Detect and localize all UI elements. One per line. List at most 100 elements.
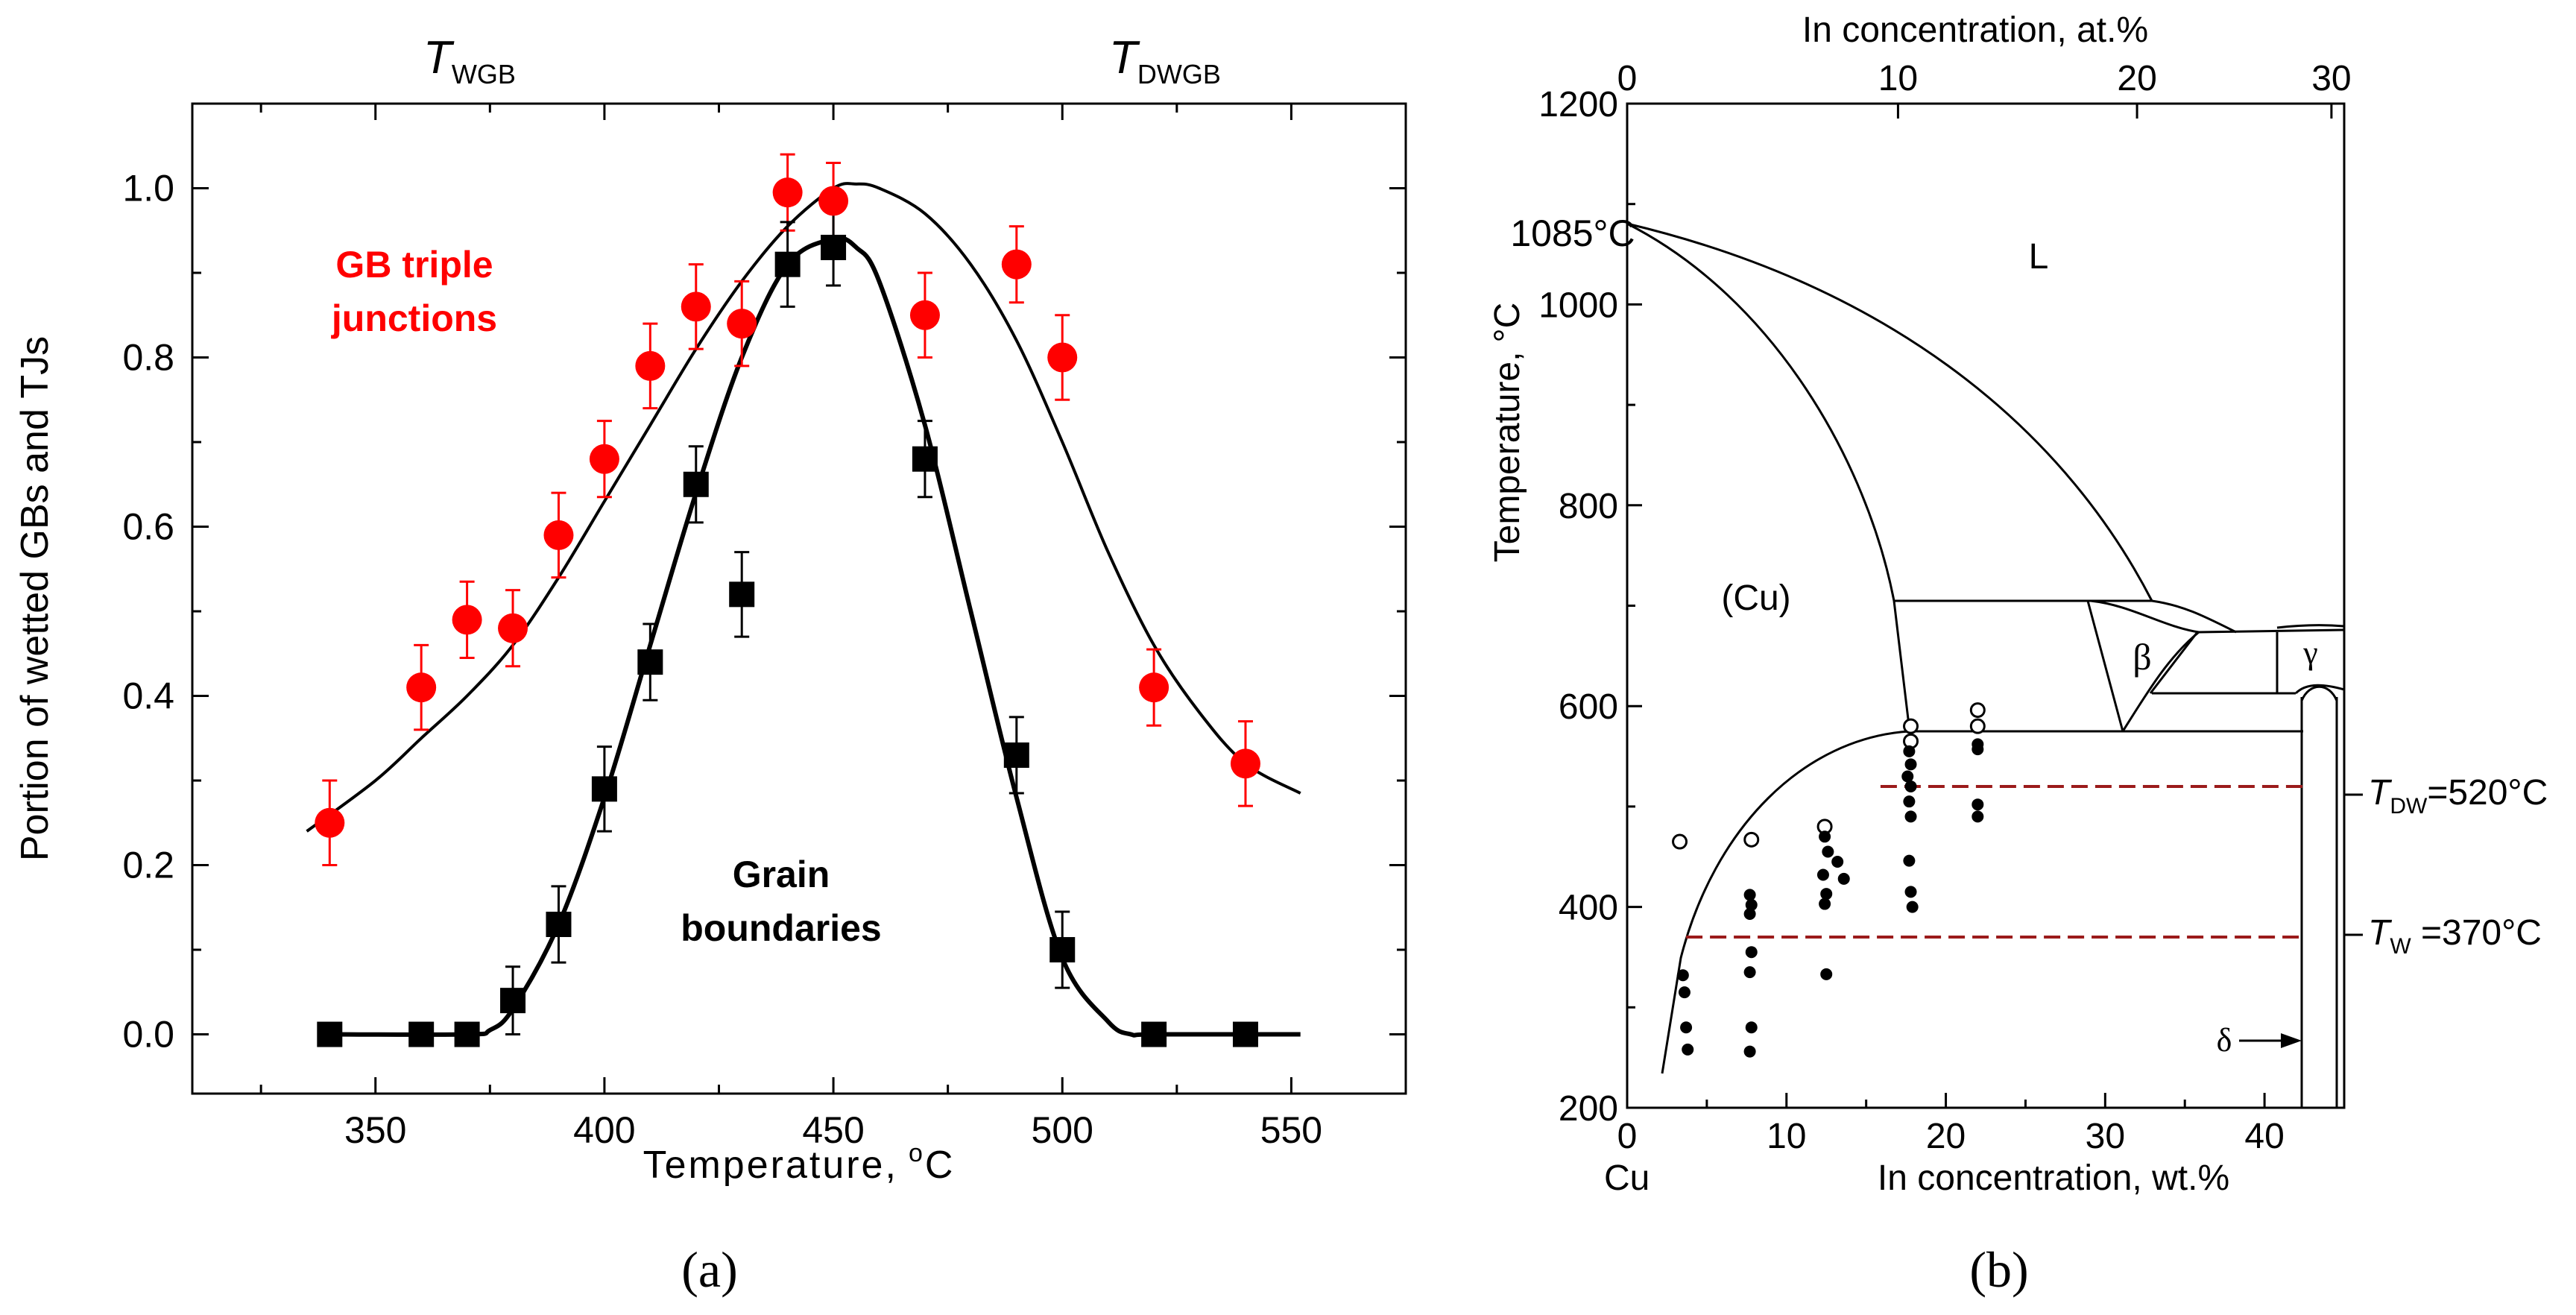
tj-point [635, 350, 666, 381]
b-y-tick-label: 1200 [1538, 85, 1618, 124]
x-tick-label: 400 [573, 1109, 635, 1151]
x-tick-label: 450 [802, 1109, 864, 1151]
panel-b-caption: (b) [1969, 1241, 2028, 1298]
filled-point [1745, 946, 1758, 959]
tw-subscript: W [2390, 934, 2411, 959]
solvus-curve [1661, 730, 1910, 1074]
filled-point [1816, 868, 1829, 881]
panel-b-ticks [1626, 102, 2333, 1109]
b-y-tick-label: 1000 [1538, 286, 1618, 325]
filled-point [1903, 795, 1916, 808]
filled-point [1682, 1043, 1694, 1056]
tj-annotation-line2: junctions [331, 297, 497, 339]
panel-b-reference-lines [1686, 784, 2303, 939]
delta-cap [2300, 685, 2338, 701]
solidus-curve [1626, 222, 1911, 732]
tdw-label: TDW=520°C [2368, 773, 2548, 819]
filled-point [1820, 888, 1833, 901]
panel-b-x-axis-title: In concentration, wt.% [1878, 1158, 2229, 1198]
tj-point [315, 807, 345, 838]
filled-point [1743, 908, 1756, 921]
filled-point [1972, 743, 1984, 756]
tj-point [498, 613, 528, 643]
b-top-tick-label: 10 [1878, 59, 1918, 98]
b-top-tick-label: 20 [2117, 59, 2156, 98]
gb-point [454, 1021, 480, 1047]
gb-point [774, 251, 801, 277]
panel-a-x-axis-title: Temperature, oC [643, 1139, 956, 1187]
filled-point [1904, 810, 1917, 823]
gamma-right [2294, 684, 2345, 695]
b-y-tick-label: 200 [1559, 1089, 1618, 1129]
filled-point [1678, 986, 1690, 999]
panel-a-plot-frame [191, 102, 1407, 1095]
x-tick-label: 550 [1260, 1109, 1322, 1151]
b-x-tick-label: 20 [1926, 1117, 1966, 1156]
panel-a-y-axis-title: Portion of wetted GBs and TJs [13, 336, 57, 861]
gb-point [1141, 1021, 1167, 1047]
gb-point [1232, 1021, 1258, 1047]
twgb-subscript: WGB [452, 59, 516, 89]
open-point [1969, 702, 1986, 719]
liquidus-curve [1626, 222, 2153, 602]
filled-point [1972, 810, 1984, 823]
b-top-tick-label: 30 [2311, 59, 2351, 98]
filled-point [1676, 969, 1689, 982]
b-y-tick-label: 400 [1559, 889, 1618, 928]
panel-a-error-bars [322, 153, 1253, 1036]
cu-label: Cu [1604, 1158, 1650, 1198]
open-point [1672, 833, 1688, 850]
gb-point [912, 446, 938, 472]
open-point [1969, 718, 1986, 734]
tdwgb-label: TDWGB [1109, 32, 1221, 89]
b-y-tick-label: 800 [1559, 487, 1618, 526]
tj-point [543, 520, 574, 550]
tj-point [589, 444, 619, 474]
tj-point [406, 672, 437, 703]
x-tick-label: 500 [1032, 1109, 1093, 1151]
gb-point [637, 649, 663, 675]
open-point [1903, 718, 1919, 734]
y-tick-label: 0.6 [122, 506, 174, 548]
filled-point [1745, 1021, 1758, 1034]
filled-point [1822, 845, 1834, 858]
gb-point [821, 234, 847, 260]
filled-point [1972, 798, 1984, 811]
twgb-label: TWGB [423, 32, 516, 89]
filled-point [1743, 1045, 1756, 1058]
gamma-phase-label: γ [2302, 634, 2317, 671]
filled-point [1903, 745, 1916, 757]
filled-point [1820, 968, 1833, 980]
y-tick-label: 0.2 [122, 845, 174, 886]
tdw-subscript: DW [2390, 794, 2428, 819]
delta-arrow [2239, 1033, 2302, 1048]
x-tick-label: 350 [344, 1109, 406, 1151]
tj-point [727, 309, 757, 339]
tj-point [1001, 249, 1032, 280]
b-x-tick-label: 40 [2244, 1117, 2284, 1156]
y-tick-label: 0.8 [122, 337, 174, 379]
beta-boundary-right [2121, 631, 2200, 732]
filled-point [1745, 898, 1758, 911]
tdwgb-subscript: DWGB [1137, 59, 1221, 89]
gb-annotation-line1: Grain [733, 854, 830, 895]
gb-point [729, 581, 755, 608]
filled-point [1906, 901, 1919, 913]
beta-phase-label: β [2133, 636, 2151, 678]
tj-point [681, 291, 711, 322]
tj-annotation-line1: GB triple [335, 244, 493, 286]
tj-point [1230, 748, 1260, 779]
beta-top-right [2090, 599, 2345, 634]
filled-point [1903, 854, 1916, 867]
filled-point [1680, 1021, 1693, 1034]
filled-point [1904, 886, 1917, 898]
filled-point [1831, 855, 1844, 868]
open-point [1743, 831, 1760, 848]
y-tick-label: 0.0 [122, 1014, 174, 1056]
panel-b-top-axis-title: In concentration, at.% [1802, 10, 2148, 50]
gamma-top [2276, 624, 2345, 629]
gb-annotation-line2: boundaries [681, 907, 881, 949]
